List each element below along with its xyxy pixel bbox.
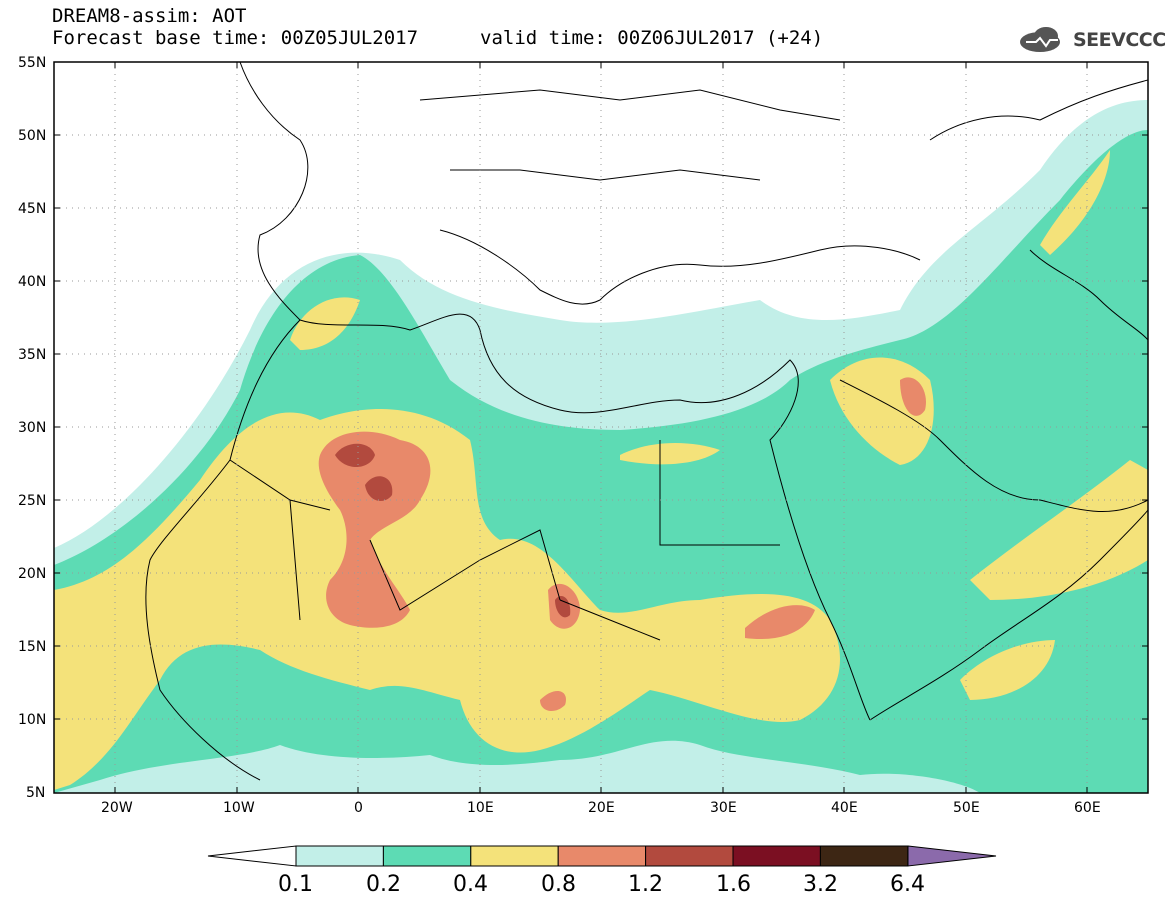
colorbar-swatch bbox=[382, 845, 472, 867]
aot-band-0.4 bbox=[1040, 150, 1110, 255]
aot-band-1.2 bbox=[555, 595, 571, 618]
colorbar-swatch bbox=[557, 845, 647, 867]
colorbar-label: 0.2 bbox=[366, 872, 401, 897]
aot-band-0.4 bbox=[960, 640, 1055, 700]
lon-label: 50E bbox=[953, 800, 980, 816]
colorbar-label: 0.8 bbox=[541, 872, 576, 897]
lat-label: 40N bbox=[18, 274, 47, 290]
aot-band-0.4 bbox=[54, 408, 840, 790]
lat-label: 35N bbox=[18, 347, 47, 363]
lat-label: 25N bbox=[18, 493, 47, 509]
lon-label: 10E bbox=[467, 800, 494, 816]
aot-band-0.4 bbox=[970, 460, 1148, 600]
axis-ticks bbox=[54, 61, 1148, 794]
aot-band-0.4 bbox=[620, 443, 720, 465]
aot-band-1.2 bbox=[335, 443, 375, 468]
lon-label: 10W bbox=[223, 800, 255, 816]
colorbar-label: 3.2 bbox=[803, 872, 838, 897]
lon-label: 30E bbox=[710, 800, 737, 816]
lat-label: 45N bbox=[18, 201, 47, 217]
lon-label: 0 bbox=[354, 800, 363, 816]
colorbar-label: 1.6 bbox=[716, 872, 751, 897]
lat-label: 10N bbox=[18, 712, 47, 728]
colorbar-label: 0.4 bbox=[453, 872, 488, 897]
colorbar-swatch bbox=[732, 845, 821, 867]
logo-text: SEEVCCC bbox=[1073, 29, 1165, 51]
coastlines bbox=[145, 62, 1148, 781]
map-title: DREAM8-assim: AOT bbox=[52, 5, 247, 27]
lat-label: 30N bbox=[18, 420, 47, 436]
lon-label: 40E bbox=[831, 800, 858, 816]
aot-band-0.4 bbox=[290, 297, 360, 350]
lon-label: 20W bbox=[101, 800, 133, 816]
lat-label: 15N bbox=[18, 639, 47, 655]
seevccc-logo bbox=[1020, 27, 1060, 52]
valid-time: valid time: 00Z06JUL2017 (+24) bbox=[480, 27, 824, 49]
colorbar-left-arrow bbox=[207, 845, 297, 867]
aot-band-0.8 bbox=[318, 431, 431, 628]
aot-band-0.8 bbox=[540, 690, 566, 712]
aot-band-0.8 bbox=[900, 377, 926, 416]
lat-label: 55N bbox=[18, 55, 47, 71]
colorbar bbox=[207, 845, 997, 867]
colorbar-swatch bbox=[819, 845, 909, 867]
cloud-icon bbox=[1020, 27, 1060, 52]
colorbar-right-arrow bbox=[907, 845, 997, 867]
aot-band-0.8 bbox=[745, 605, 815, 640]
forecast-base-time: Forecast base time: 00Z05JUL2017 bbox=[52, 27, 419, 49]
colorbar-label: 0.1 bbox=[278, 872, 313, 897]
lat-label: 20N bbox=[18, 566, 47, 582]
colorbar-label: 6.4 bbox=[890, 872, 925, 897]
gridlines bbox=[54, 62, 1148, 793]
colorbar-swatch bbox=[645, 845, 734, 867]
lon-label: 60E bbox=[1074, 800, 1101, 816]
lon-label: 20E bbox=[588, 800, 615, 816]
colorbar-swatch bbox=[470, 845, 559, 867]
colorbar-label: 1.2 bbox=[628, 872, 663, 897]
lat-label: 5N bbox=[26, 785, 46, 801]
aot-band-1.2 bbox=[365, 476, 393, 501]
colorbar-swatch bbox=[295, 845, 384, 867]
lat-label: 50N bbox=[18, 128, 47, 144]
